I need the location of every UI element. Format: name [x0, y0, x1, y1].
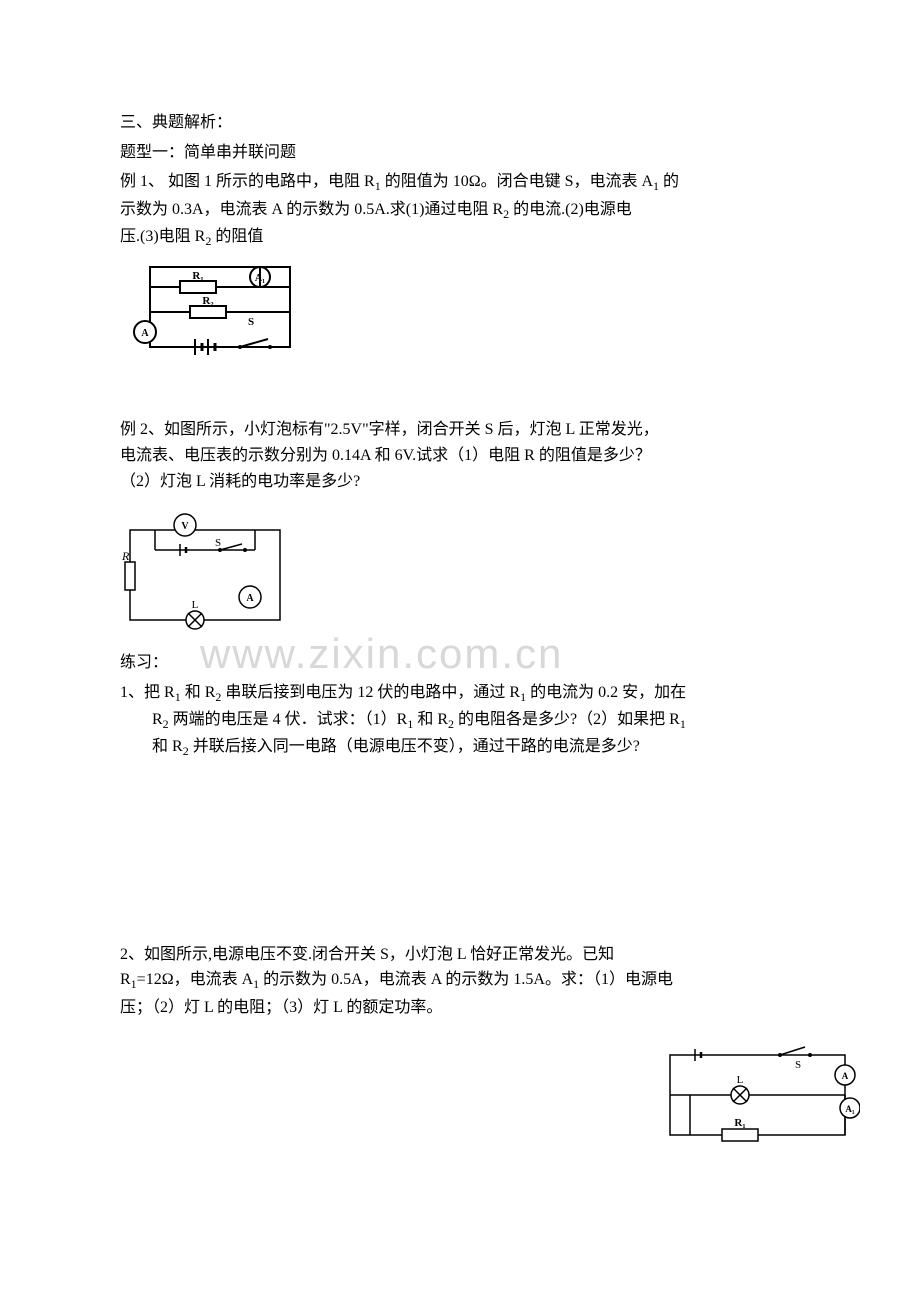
- ex2-l2: 电流表、电压表的示数分别为 0.14A 和 6V.试求（1）电阻 R 的阻值是多…: [120, 443, 800, 469]
- practice-2: 2、如图所示,电源电压不变.闭合开关 S，小灯泡 L 恰好正常发光。已知 R1=…: [120, 942, 800, 1021]
- p1-l1a: 1、把 R: [120, 684, 175, 701]
- p2-l2c: 的示数为 0.5A，电流表 A 的示数为 1.5A。求：（1）电源电: [259, 971, 673, 988]
- ex2-l3: （2）灯泡 L 消耗的电功率是多少?: [120, 469, 800, 495]
- d3-s-label: S: [795, 1059, 801, 1071]
- practice-heading: 练习：: [120, 650, 800, 676]
- d1-a-label: A: [141, 328, 149, 339]
- d2-v-label: V: [181, 521, 189, 532]
- d3-a1-label: A₁: [845, 1104, 854, 1114]
- d3-r1-label: R₁: [734, 1117, 745, 1129]
- p2-line2: R1=12Ω，电流表 A1 的示数为 0.5A，电流表 A 的示数为 1.5A。…: [120, 967, 800, 994]
- circuit-svg-1: R₁ A₁ R₂ S A: [120, 257, 300, 357]
- d3-a-label: A: [842, 1071, 849, 1081]
- d3-l-label: L: [737, 1074, 744, 1086]
- p2-l3: 压；（2）灯 L 的电阻；（3）灯 L 的额定功率。: [120, 995, 800, 1021]
- p1-s1d: 1: [680, 717, 686, 731]
- subtype-heading: 题型一：简单串并联问题: [120, 140, 800, 166]
- circuit-diagram-3: S A L A₁ R₁: [660, 1040, 860, 1145]
- ex1-l1a: 例 1、 如图 1 所示的电路中，电阻 R: [120, 173, 375, 190]
- ex1-l1b: 的阻值为 10Ω。闭合电键 S，电流表 A: [381, 173, 653, 190]
- sub1-title: 题型一：简单串并联问题: [120, 144, 296, 161]
- ex1-line2: 示数为 0.3A，电流表 A 的示数为 0.5A.求(1)通过电阻 R2 的电流…: [120, 197, 800, 224]
- sec3-title: 三、典题解析：: [120, 114, 232, 131]
- d1-r2-label: R₂: [202, 295, 214, 307]
- d2-r-label: R: [121, 549, 130, 563]
- p1-line2: R2 两端的电压是 4 伏．试求：（1）R1 和 R2 的电阻各是多少?（2）如…: [120, 707, 800, 734]
- ex1-l3b: 的阻值: [211, 228, 263, 245]
- d2-s-label: S: [215, 537, 221, 549]
- p2-l2b: =12Ω，电流表 A: [137, 971, 253, 988]
- circuit-svg-3: S A L A₁ R₁: [660, 1040, 860, 1145]
- circuit-diagram-2: V S R A L: [120, 500, 800, 630]
- ex1-l2a: 示数为 0.3A，电流表 A 的示数为 0.5A.求(1)通过电阻 R: [120, 201, 503, 218]
- d2-a-label: A: [246, 593, 254, 604]
- example-1: 例 1、 如图 1 所示的电路中，电阻 R1 的阻值为 10Ω。闭合电键 S，电…: [120, 169, 800, 357]
- p1-line1: 1、把 R1 和 R2 串联后接到电压为 12 伏的电路中，通过 R1 的电流为…: [120, 680, 800, 707]
- ex1-l1c: 的: [659, 173, 679, 190]
- p1-l3b: 并联后接入同一电路（电源电压不变），通过干路的电流是多少?: [189, 738, 640, 755]
- section-heading: 三、典题解析：: [120, 110, 800, 136]
- p1-l1c: 串联后接到电压为 12 伏的电路中，通过 R: [221, 684, 520, 701]
- example-2: 例 2、如图所示，小灯泡标有"2.5V"字样，闭合开关 S 后，灯泡 L 正常发…: [120, 417, 800, 630]
- ex1-line3: 压.(3)电阻 R2 的阻值: [120, 224, 800, 251]
- p1-l2d: 的电阻各是多少?（2）如果把 R: [454, 711, 680, 728]
- p1-l3a: 和 R: [152, 738, 183, 755]
- p1-line3: 和 R2 并联后接入同一电路（电源电压不变），通过干路的电流是多少?: [120, 734, 800, 761]
- ex1-line1: 例 1、 如图 1 所示的电路中，电阻 R1 的阻值为 10Ω。闭合电键 S，电…: [120, 169, 800, 196]
- d2-l-label: L: [192, 599, 199, 611]
- p1-l2b: 两端的电压是 4 伏．试求：（1）R: [169, 711, 408, 728]
- p1-l1b: 和 R: [181, 684, 216, 701]
- d1-r1-label: R₁: [192, 270, 203, 282]
- ex1-l2b: 的电流.(2)电源电: [509, 201, 632, 218]
- document-content: 三、典题解析： 题型一：简单串并联问题 例 1、 如图 1 所示的电路中，电阻 …: [120, 110, 800, 1020]
- p1-l1d: 的电流为 0.2 安，加在: [526, 684, 686, 701]
- p1-l2c: 和 R: [413, 711, 448, 728]
- practice-title: 练习：: [120, 654, 168, 671]
- p1-l2a: R: [152, 711, 163, 728]
- p2-l1: 2、如图所示,电源电压不变.闭合开关 S，小灯泡 L 恰好正常发光。已知: [120, 942, 800, 968]
- p2-l2a: R: [120, 971, 131, 988]
- ex2-l1: 例 2、如图所示，小灯泡标有"2.5V"字样，闭合开关 S 后，灯泡 L 正常发…: [120, 417, 800, 443]
- circuit-diagram-1: R₁ A₁ R₂ S A: [120, 257, 800, 357]
- d1-s-label: S: [248, 316, 254, 328]
- circuit-svg-2: V S R A L: [120, 500, 290, 630]
- ex1-l3a: 压.(3)电阻 R: [120, 228, 205, 245]
- practice-1: 1、把 R1 和 R2 串联后接到电压为 12 伏的电路中，通过 R1 的电流为…: [120, 680, 800, 762]
